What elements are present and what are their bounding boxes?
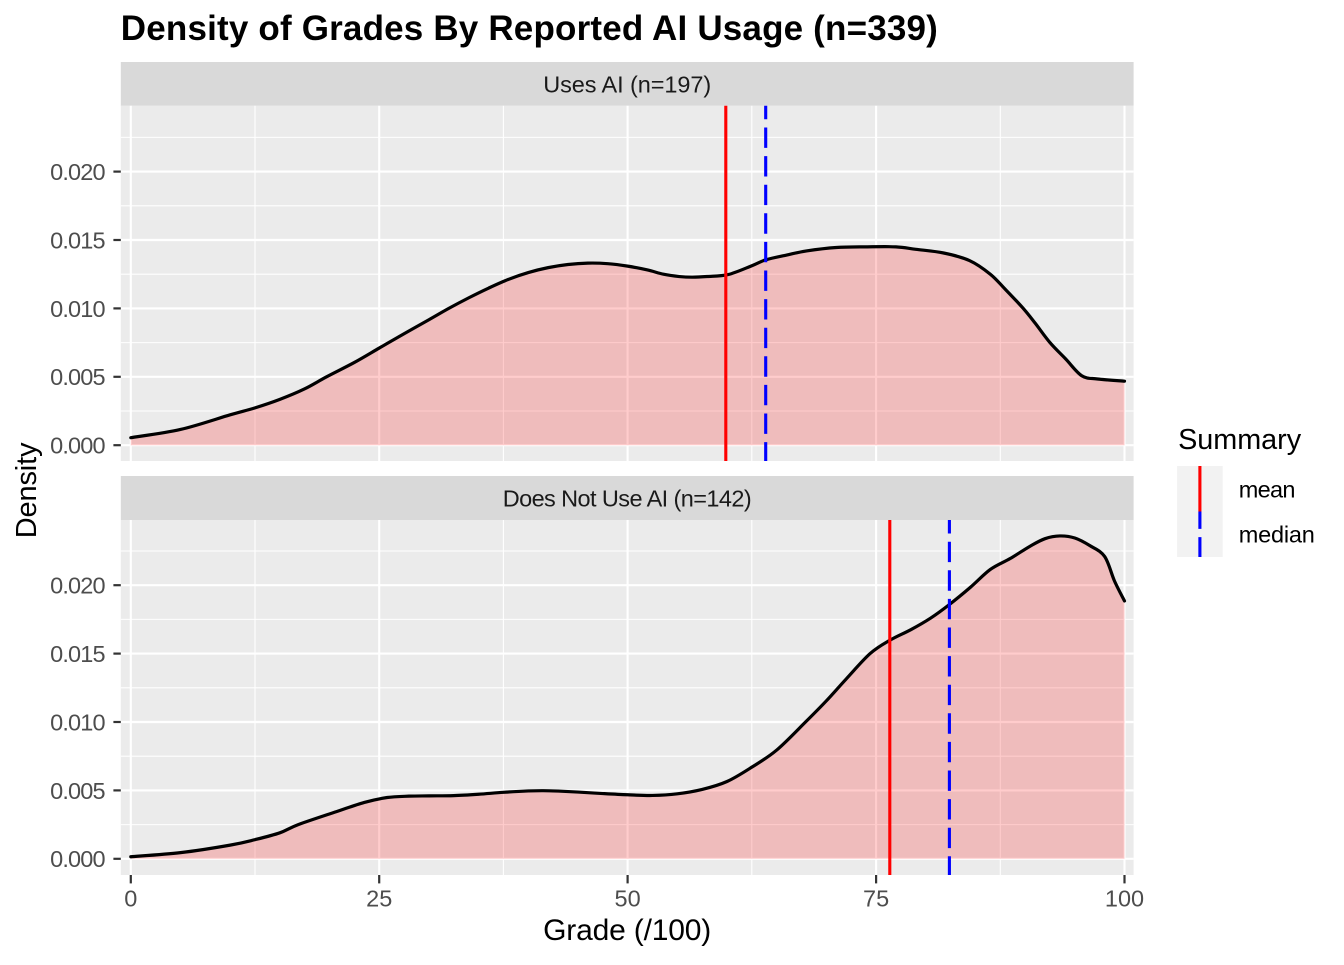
svg-text:0.015: 0.015 xyxy=(50,227,106,253)
svg-text:Summary: Summary xyxy=(1178,424,1302,456)
svg-text:0.000: 0.000 xyxy=(50,433,106,459)
svg-text:Density of Grades By Reported: Density of Grades By Reported AI Usage (… xyxy=(121,9,938,48)
svg-text:0.000: 0.000 xyxy=(50,846,106,872)
svg-text:25: 25 xyxy=(366,885,392,911)
svg-text:Does Not Use AI (n=142): Does Not Use AI (n=142) xyxy=(503,485,752,511)
svg-text:0.015: 0.015 xyxy=(50,641,106,667)
svg-text:50: 50 xyxy=(615,885,641,911)
svg-text:mean: mean xyxy=(1239,477,1296,503)
svg-text:0.005: 0.005 xyxy=(50,364,106,390)
svg-text:100: 100 xyxy=(1105,885,1144,911)
svg-text:75: 75 xyxy=(863,885,889,911)
svg-text:Uses AI (n=197): Uses AI (n=197) xyxy=(543,71,711,97)
svg-text:0: 0 xyxy=(124,885,137,911)
svg-text:median: median xyxy=(1239,522,1315,548)
svg-text:Grade (/100): Grade (/100) xyxy=(543,914,711,947)
svg-text:Density: Density xyxy=(11,442,43,538)
svg-text:0.020: 0.020 xyxy=(50,159,106,185)
svg-text:0.020: 0.020 xyxy=(50,573,106,599)
svg-text:0.005: 0.005 xyxy=(50,778,106,804)
svg-text:0.010: 0.010 xyxy=(50,709,106,735)
svg-text:0.010: 0.010 xyxy=(50,296,106,322)
